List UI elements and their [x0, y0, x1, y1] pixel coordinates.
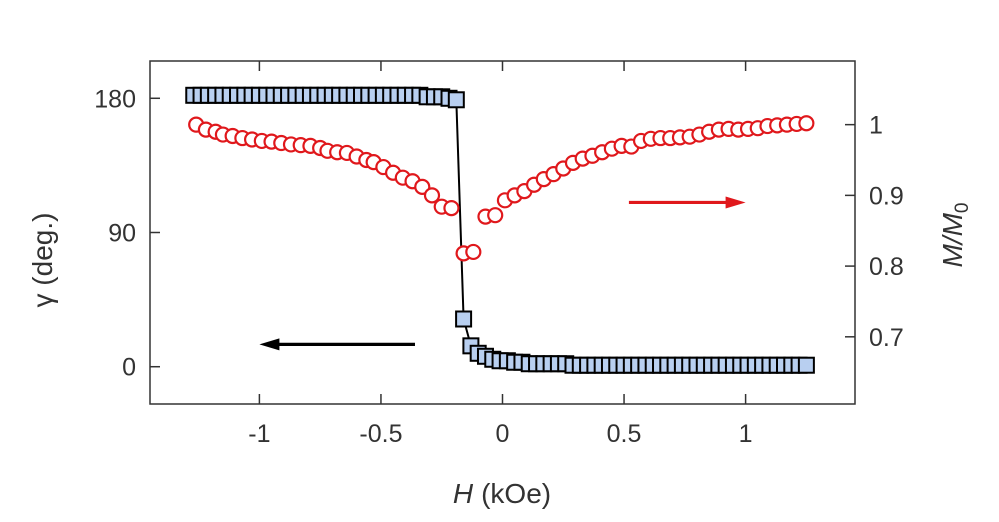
x-tick-label: 0 — [496, 420, 510, 448]
y-axis-right-symbol: M/M — [937, 212, 968, 267]
x-tick-label: 0.5 — [607, 420, 642, 448]
y-tick-label-left: 0 — [122, 354, 136, 382]
x-tick-label: 1 — [739, 420, 753, 448]
y-tick-label-right: 0.8 — [869, 253, 904, 281]
x-axis-unit: (kOe) — [481, 478, 551, 509]
circle-marker — [423, 187, 441, 204]
arrow-1-head — [725, 196, 746, 209]
square-marker — [797, 356, 815, 374]
square-marker — [455, 310, 473, 328]
y-tick-label-left: 180 — [94, 85, 136, 113]
y-tick-label-left: 90 — [108, 220, 136, 248]
y-axis-left-title: γ (deg.) — [27, 213, 58, 308]
x-tick-label: -1 — [248, 420, 270, 448]
circle-marker — [465, 243, 482, 261]
x-axis-symbol: H — [453, 478, 474, 509]
y-axis-right-title: M/M0 — [937, 202, 973, 267]
tick-labels: -1 -0.5 0 0.5 1 0 90 180 0.7 0.8 0.9 1 — [94, 85, 903, 448]
ticks — [150, 61, 855, 404]
y-tick-label-right: 1 — [869, 112, 883, 140]
x-tick-label: -0.5 — [359, 420, 402, 448]
x-axis-title: H (kOe) — [453, 478, 551, 509]
arrow-0-head — [259, 338, 280, 351]
circle-marker — [487, 207, 504, 224]
circle-marker — [798, 115, 815, 132]
square-marker — [447, 91, 465, 109]
arrows — [259, 196, 746, 351]
series-markers — [185, 86, 815, 374]
y-axis-right-subscript: 0 — [952, 202, 973, 213]
circle-marker — [443, 200, 460, 217]
y-tick-label-right: 0.7 — [869, 324, 904, 352]
y-tick-label-right: 0.9 — [869, 182, 904, 210]
